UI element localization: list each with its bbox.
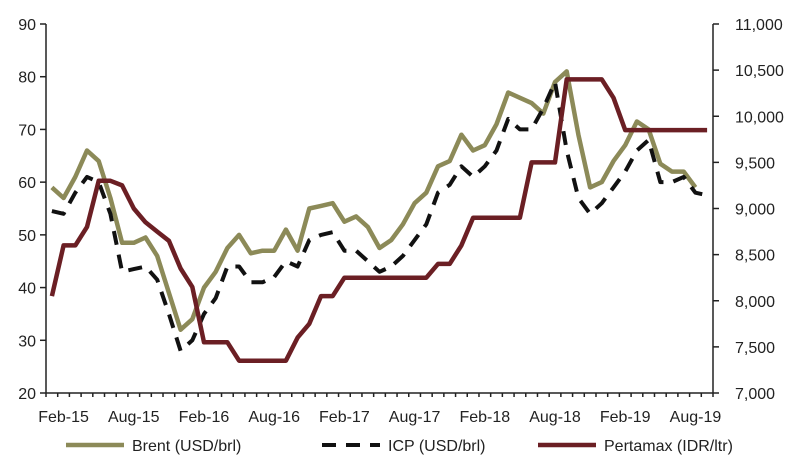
left-y-tick-label: 30 xyxy=(18,333,36,350)
left-y-tick-label: 20 xyxy=(18,386,36,403)
x-tick-label: Aug-16 xyxy=(248,409,300,426)
right-y-tick-label: 10,000 xyxy=(735,109,784,126)
right-y-tick-label: 8,000 xyxy=(735,294,775,311)
right-y-tick-label: 8,500 xyxy=(735,248,775,265)
x-tick-label: Aug-15 xyxy=(108,409,160,426)
plot-area xyxy=(49,69,708,363)
left-y-tick-label: 40 xyxy=(18,281,36,298)
x-tick-label: Feb-19 xyxy=(600,409,651,426)
x-tick-label: Feb-17 xyxy=(319,409,370,426)
left-y-tick-label: 70 xyxy=(18,122,36,139)
right-y-tick-label: 11,000 xyxy=(735,17,783,34)
right-y-tick-label: 7,500 xyxy=(735,340,775,357)
legend-label-3: Pertamax (IDR/ltr) xyxy=(604,438,733,455)
x-tick-label: Aug-17 xyxy=(389,409,441,426)
right-y-tick-label: 7,000 xyxy=(735,386,775,403)
axes: 20 30 40 50 60 70 80 90 7,000 7,500 8,000 8,500 9,00… xyxy=(18,17,784,426)
right-y-tick-label: 9,000 xyxy=(735,202,775,219)
x-tick-label: Feb-15 xyxy=(38,409,89,426)
x-tick-label: Feb-18 xyxy=(459,409,510,426)
x-tick-label: Aug-18 xyxy=(529,409,581,426)
left-y-tick-label: 50 xyxy=(18,228,36,245)
legend-label-2: ICP (USD/brl) xyxy=(388,438,486,455)
series-line-3 xyxy=(49,77,708,363)
right-y-tick-label: 10,500 xyxy=(735,63,784,80)
left-y-tick-label: 60 xyxy=(18,175,36,192)
legend: Brent (USD/brl) ICP (USD/brl) Pertamax (ID… xyxy=(66,438,733,455)
series-line-1 xyxy=(50,69,698,332)
legend-label-1: Brent (USD/brl) xyxy=(132,438,241,455)
series-line-2 xyxy=(51,80,708,353)
x-tick-label: Aug-19 xyxy=(670,409,722,426)
left-y-tick-label: 80 xyxy=(18,70,36,87)
x-tick-label: Feb-16 xyxy=(179,409,230,426)
right-y-tick-label: 9,500 xyxy=(735,155,775,172)
left-y-tick-label: 90 xyxy=(18,17,36,34)
